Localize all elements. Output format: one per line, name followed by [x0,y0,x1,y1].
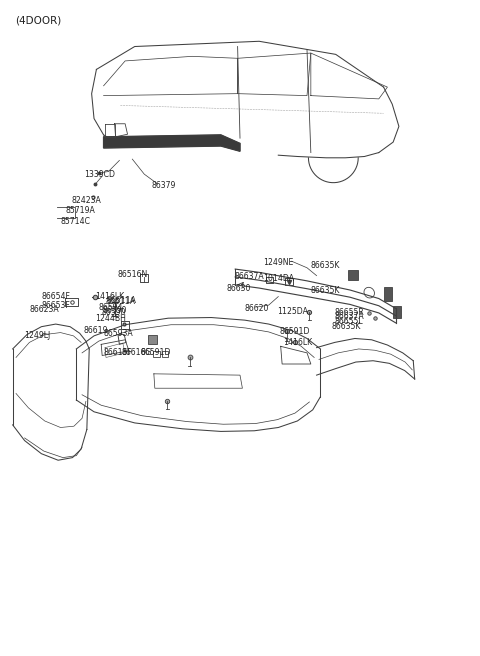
Text: 86379: 86379 [152,181,176,190]
Text: 86615F: 86615F [104,348,132,358]
Bar [161,351,168,358]
Text: 1125DA: 1125DA [277,307,308,316]
Text: 86590: 86590 [103,306,127,316]
Polygon shape [104,135,240,152]
Text: 86611A: 86611A [105,297,135,306]
Text: 86637A: 86637A [335,312,364,321]
Text: 85719A: 85719A [65,206,95,215]
Text: 86594: 86594 [99,302,123,312]
Text: 1339CD: 1339CD [84,170,116,178]
Text: 86591D: 86591D [279,327,310,337]
Text: 86655R: 86655R [335,308,364,317]
Bar [148,335,157,344]
Bar [393,306,401,318]
Text: 86635K: 86635K [311,260,340,270]
Text: 1416LK: 1416LK [283,338,312,347]
Bar [153,351,159,358]
Text: 85714C: 85714C [60,217,91,226]
Bar [348,270,358,279]
Text: 86635K: 86635K [311,285,340,295]
Text: 1416LK: 1416LK [96,292,125,301]
Text: 86637A: 86637A [234,272,264,281]
Text: 86593A: 86593A [104,329,133,338]
Text: 1014DA: 1014DA [263,274,294,283]
Text: 86623A: 86623A [29,305,59,314]
Text: 86619: 86619 [83,326,108,335]
Text: 1249NE: 1249NE [263,258,293,267]
Text: 86611A: 86611A [107,296,137,305]
Text: 1249LJ: 1249LJ [24,331,50,340]
Text: 86616G: 86616G [121,348,152,358]
Text: 86653F: 86653F [41,301,70,310]
Text: 86516N: 86516N [118,270,148,279]
Text: 86655L: 86655L [335,317,363,326]
Text: 82423A: 82423A [72,196,101,205]
Text: 1244BH: 1244BH [96,314,126,323]
Text: 86620: 86620 [245,304,269,313]
Text: 86635K: 86635K [332,322,361,331]
Bar [384,287,392,300]
Text: (4DOOR): (4DOOR) [15,15,61,25]
Text: 86590: 86590 [101,308,126,317]
Text: 86654F: 86654F [41,292,70,301]
Text: 86630: 86630 [227,284,251,293]
Text: 86591D: 86591D [141,348,171,358]
